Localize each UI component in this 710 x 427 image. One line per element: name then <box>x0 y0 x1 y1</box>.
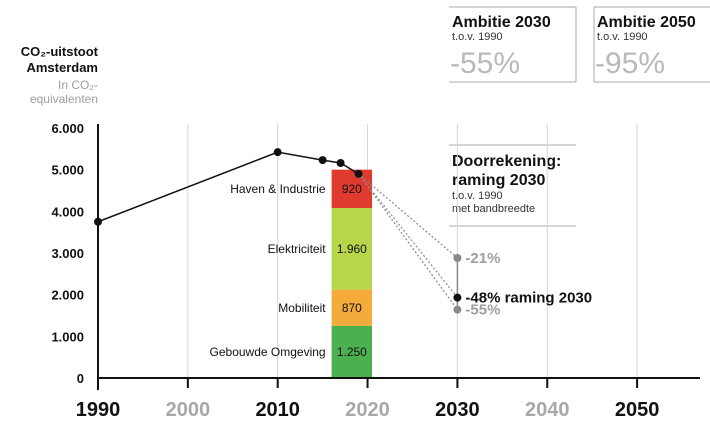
projection-line-2 <box>358 173 458 311</box>
ambition-2050-subtitle: t.o.v. 1990 <box>597 31 648 43</box>
grid <box>187 124 638 378</box>
bar-segment-2 <box>331 208 373 290</box>
bar-segment-value: 920 <box>342 182 362 196</box>
ambition-2030-title: Ambitie 2030 <box>452 14 551 31</box>
stacked-bar: Gebouwde Omgeving 1.250 Mobiliteit 870 Elekt… <box>210 169 373 378</box>
x-tick-label-2010: 2010 <box>255 399 300 421</box>
forecast-sub-line2: met bandbreedte <box>452 203 535 215</box>
projection-point-0 <box>453 254 462 262</box>
x-tick-label-2030: 2030 <box>435 399 480 421</box>
data-point-4 <box>354 169 363 178</box>
bar-segment-3 <box>331 169 373 208</box>
ambition-2030-subtitle: t.o.v. 1990 <box>452 31 503 43</box>
y-axis-unit-line1: In CO₂- <box>58 78 98 92</box>
x-axis-ticks: 1990 2000 2010 2020 2030 2040 2050 <box>76 399 660 421</box>
projection-line-1 <box>358 173 458 298</box>
projection-label-0: -21% <box>465 250 500 267</box>
projection-point-1 <box>453 293 462 302</box>
forecast-box: Doorrekening: raming 2030 t.o.v. 1990 me… <box>449 144 576 227</box>
x-tick-label-2000: 2000 <box>166 399 211 421</box>
projection-label-2: -55% <box>465 302 500 319</box>
data-point-3 <box>336 159 345 167</box>
y-tick-label: 6.000 <box>51 121 84 136</box>
y-tick-label: 0 <box>77 371 84 386</box>
forecast-title-line1: Doorrekening: <box>452 153 561 170</box>
bar-segment-label: Haven & Industrie <box>230 182 326 196</box>
x-tick-label-1990: 1990 <box>76 399 121 421</box>
ambition-2050-value: -95% <box>595 47 665 80</box>
emission-line <box>94 148 363 226</box>
y-tick-label: 4.000 <box>51 204 84 219</box>
y-axis-title-line1: CO₂-uitstoot <box>21 44 99 59</box>
y-tick-label: 1.000 <box>51 329 84 344</box>
data-point-0 <box>94 217 102 226</box>
y-axis-ticks: 6.000 5.000 4.000 3.000 2.000 1.000 0 <box>51 121 84 386</box>
bar-segment-label: Gebouwde Omgeving <box>210 345 326 359</box>
ambition-2050-box: Ambitie 2050 t.o.v. 1990 -95% <box>593 6 710 83</box>
projection-point-2 <box>453 305 462 314</box>
bar-segment-0 <box>331 325 373 378</box>
bar-segment-value: 1.960 <box>337 242 367 256</box>
ambition-2030-box: Ambitie 2030 t.o.v. 1990 -55% <box>449 6 577 83</box>
y-tick-label: 5.000 <box>51 163 84 178</box>
ambition-2030-value: -55% <box>450 47 520 80</box>
y-axis-unit-line2: equivalenten <box>30 92 98 106</box>
bar-segment-value: 1.250 <box>337 345 367 359</box>
y-tick-label: 3.000 <box>51 246 84 261</box>
bar-segment-label: Mobiliteit <box>278 301 326 315</box>
forecast-sub-line1: t.o.v. 1990 <box>452 190 503 202</box>
data-point-2 <box>318 156 327 165</box>
ambition-2050-title: Ambitie 2050 <box>597 14 696 31</box>
projection-label-1: -48% raming 2030 <box>465 290 592 307</box>
x-tick-label-2040: 2040 <box>525 399 570 421</box>
bar-segment-1 <box>331 289 373 326</box>
axes <box>97 124 700 390</box>
projection-line-0 <box>358 173 458 259</box>
y-tick-label: 2.000 <box>51 288 84 303</box>
y-axis-title-line2: Amsterdam <box>26 60 98 75</box>
x-tick-label-2050: 2050 <box>615 399 660 421</box>
y-axis-title: CO₂-uitstoot Amsterdam In CO₂- equivalen… <box>21 44 99 106</box>
projections: -21% -48% raming 2030-55% <box>358 173 592 319</box>
x-tick-label-2020: 2020 <box>345 399 390 421</box>
bar-segment-label: Elektriciteit <box>268 242 327 256</box>
bar-segment-value: 870 <box>342 301 362 315</box>
forecast-title-line2: raming 2030 <box>452 172 545 189</box>
data-point-1 <box>273 148 282 157</box>
